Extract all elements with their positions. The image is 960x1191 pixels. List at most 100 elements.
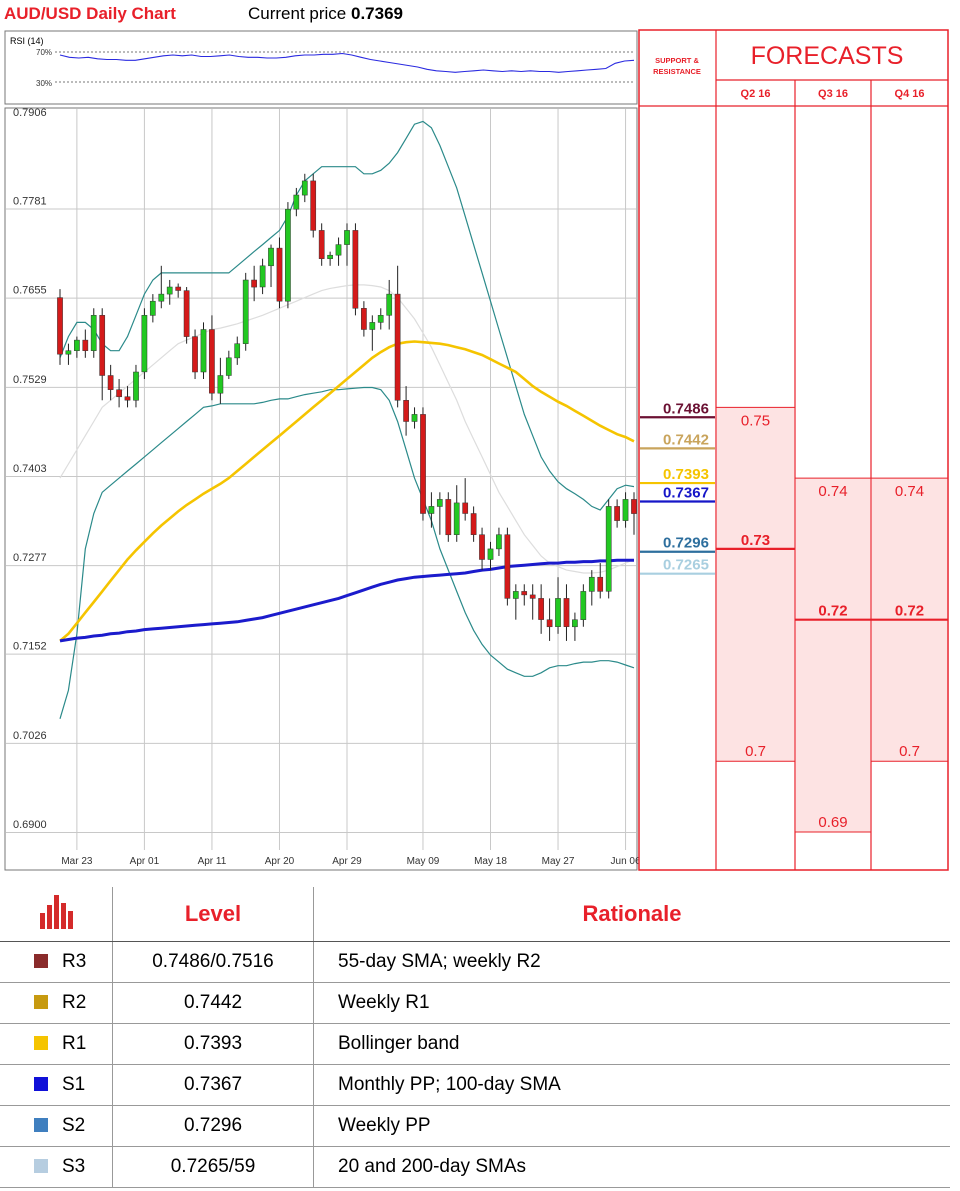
candle-body (327, 254, 333, 259)
y-tick-label: 0.6900 (13, 819, 47, 831)
level-color-swatch (34, 1036, 48, 1050)
candle (217, 357, 224, 404)
candle (614, 499, 620, 528)
bollinger-upper-line (59, 120, 635, 511)
candle-body (428, 506, 435, 514)
candle-body (141, 315, 148, 373)
candle-body (124, 396, 131, 401)
candle (588, 570, 595, 606)
candle-body (377, 315, 384, 323)
forecast-title: FORECASTS (751, 42, 904, 70)
level-name-cell: S2 (0, 1105, 113, 1147)
level-rationale-cell: 20 and 200-day SMAs (313, 1146, 950, 1188)
level-rationale-cell: 55-day SMA; weekly R2 (313, 941, 950, 983)
candle (293, 187, 300, 217)
candle-body (209, 329, 215, 394)
x-tick-label: Mar 23 (61, 856, 93, 867)
candle (301, 173, 308, 203)
y-tick-label: 0.7781 (13, 195, 47, 207)
candle (209, 315, 215, 401)
candle (580, 584, 587, 627)
candle-body (411, 414, 418, 422)
level-value-cell: 0.7265/59 (112, 1146, 314, 1188)
level-color-swatch (34, 1118, 48, 1132)
candle-body (597, 576, 604, 592)
candle (538, 584, 544, 634)
level-rationale-cell: Bollinger band (313, 1023, 950, 1065)
level-column-header: Level (112, 887, 314, 942)
candle-body (318, 230, 325, 259)
chart-area: RSI (14) 70% 30% 0.7906 0.7781 0.7655 0.752… (4, 29, 949, 871)
candle (327, 251, 333, 266)
sr-level-label: 0.7367 (663, 484, 709, 501)
level-value-cell: 0.7393 (112, 1023, 314, 1065)
candle-body (555, 598, 561, 627)
candle-body (149, 300, 156, 316)
candle (420, 407, 426, 521)
candle (597, 563, 604, 599)
candle-body (301, 180, 308, 196)
candle (285, 202, 291, 309)
level-rationale-cell: Monthly PP; 100-day SMA (313, 1064, 950, 1106)
candle (512, 584, 519, 620)
candle (521, 584, 528, 606)
candle-body (361, 308, 367, 330)
candle (276, 237, 283, 309)
x-tick-label: Apr 01 (130, 856, 160, 867)
candle-body (90, 315, 97, 351)
candle-body (285, 208, 291, 302)
candle-body (631, 499, 637, 514)
candle-body (175, 286, 182, 291)
table-row: R2 0.7442 Weekly R1 (0, 982, 950, 1024)
candle-body (622, 499, 629, 521)
candle (411, 407, 418, 429)
level-name-cell: R2 (0, 982, 113, 1024)
bar-chart-icon (40, 895, 73, 929)
candle (225, 350, 232, 380)
candle-body (217, 375, 224, 394)
rsi-label: RSI (14) (10, 36, 44, 46)
table-row: S1 0.7367 Monthly PP; 100-day SMA (0, 1064, 950, 1106)
candle (622, 492, 629, 528)
candle-body (158, 293, 165, 302)
candle-body (572, 619, 578, 628)
candle-body (487, 548, 494, 560)
candle (57, 289, 63, 365)
candle-body (462, 502, 469, 514)
sr-label: RESISTANCE (653, 67, 701, 76)
levels-table: Level Rationale R3 0.7486/0.7516 55-day SM… (0, 887, 950, 1188)
candle (496, 527, 502, 556)
x-tick-label: Apr 11 (198, 856, 227, 867)
quarter-header: Q2 16 (741, 88, 771, 100)
rsi-upper-label: 70% (36, 48, 52, 57)
candle-body (614, 506, 620, 521)
bollinger-lower-line (59, 386, 635, 719)
candle-body (293, 194, 300, 210)
level-value-cell: 0.7442 (112, 982, 314, 1024)
level-rationale-cell: Weekly PP (313, 1105, 950, 1147)
candle-body (65, 350, 72, 355)
candle (268, 244, 274, 288)
forecast-high-label: 0.74 (818, 483, 847, 500)
forecast-high-label: 0.74 (895, 483, 924, 500)
candle-body (470, 513, 477, 535)
candle (386, 279, 393, 330)
candle-body (445, 499, 452, 536)
candle (318, 223, 325, 266)
candle-body (521, 591, 528, 596)
candle-body (453, 502, 460, 535)
level-name: R2 (62, 992, 87, 1013)
rationale-column-header: Rationale (313, 887, 950, 942)
sr-level-label: 0.7296 (663, 535, 709, 552)
candle-body (529, 594, 536, 599)
candle-body (133, 371, 139, 401)
candle-body (183, 290, 190, 337)
candle-body (588, 576, 595, 592)
table-row: R1 0.7393 Bollinger band (0, 1023, 950, 1065)
candle-body (436, 499, 443, 507)
sr-level-label: 0.7442 (663, 431, 709, 448)
candle-body (335, 244, 342, 256)
candle-body (234, 343, 241, 359)
candle-body (605, 506, 612, 592)
candle (529, 584, 536, 620)
